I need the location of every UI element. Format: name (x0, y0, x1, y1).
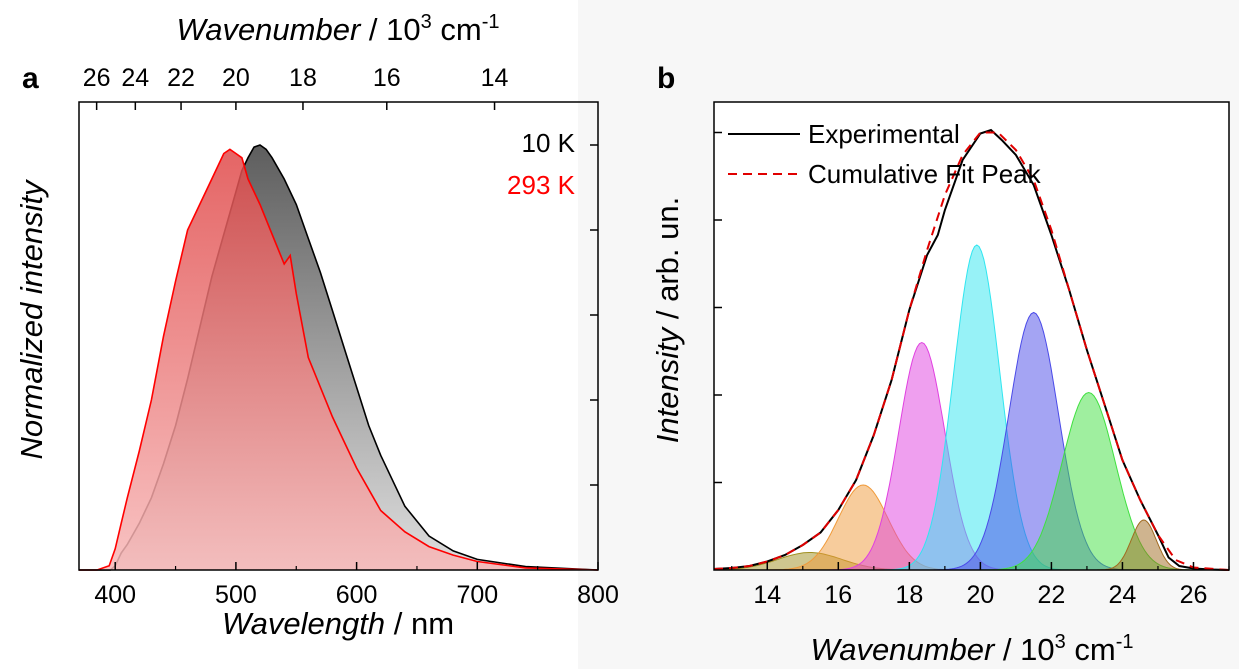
gaussian-peak-7 (1094, 519, 1194, 571)
cumulative-fit-line (713, 131, 1230, 571)
panel-a-top-xlabel-sup: 3 (421, 11, 432, 33)
panel-a-xtick-label: 800 (577, 581, 619, 609)
panel-b-xtick-label: 16 (824, 581, 852, 609)
panel-b-ylabel-italic: Intensity (650, 325, 685, 443)
panel-a-xlabel: Wavelength / nm (222, 606, 454, 641)
panel-a-xlabel-rest: / nm (385, 606, 454, 641)
panel-a-xtick-label: 700 (456, 581, 498, 609)
panel-a-ticks: 400 500 600 700 800 (94, 562, 619, 609)
panel-b-xtick-label: 24 (1109, 581, 1137, 609)
panel-a-top-tick-label: 26 (83, 64, 111, 92)
panel-a-top-xlabel-sup2: -1 (482, 11, 500, 33)
legend-10k: 10 K (522, 128, 576, 158)
panel-b-xtick-label: 14 (753, 581, 781, 609)
panel-b-label: b (657, 62, 675, 95)
panel-a-plot: 400 500 600 700 800 26 24 22 20 18 16 14 (78, 64, 619, 609)
panel-b-xlabel-sup2: -1 (1116, 631, 1134, 653)
panel-a-label: a (22, 62, 39, 95)
panel-a-ylabel: Normalized intensity (14, 178, 49, 460)
panel-b-ylabel-rest: / arb. un. (650, 197, 685, 328)
panel-a-top-xlabel-rest: / 10 (360, 12, 420, 47)
panel-b-xtick-label: 22 (1038, 581, 1066, 609)
panel-b-xlabel-italic: Wavenumber (811, 632, 996, 667)
panel-a-top-tick-label: 14 (481, 64, 509, 92)
panel-b-gaussian-peaks (713, 244, 1196, 571)
panel-a-top-xlabel: Wavenumber / 103 cm-1 (177, 11, 500, 47)
legend-293k: 293 K (507, 170, 576, 200)
panel-b-frame (713, 101, 1230, 571)
panel-b-xtick-label: 26 (1180, 581, 1208, 609)
panel-a-area-293k (79, 149, 598, 571)
panel-b-legend: Experimental Cumulative Fit Peak (728, 119, 1042, 189)
panel-b-xlabel-rest: / 10 (994, 632, 1054, 667)
panel-a-xtick-label: 400 (94, 581, 136, 609)
panel-b-xtick-label: 20 (966, 581, 994, 609)
panel-a-xlabel-italic: Wavelength (222, 606, 385, 641)
panel-a-ylabel-text: Normalized intensity (14, 178, 49, 460)
panel-a-top-tick-label: 24 (121, 64, 149, 92)
panel-a-top-ticks: 26 24 22 20 18 16 14 (83, 64, 509, 110)
panel-a-top-tick-label: 22 (167, 64, 195, 92)
panel-b-xlabel: Wavenumber / 103 cm-1 (811, 631, 1134, 667)
panel-a-top-xlabel-italic: Wavenumber (177, 12, 362, 47)
panel-b-series-group (713, 128, 1230, 571)
panel-b-xtick-label: 18 (895, 581, 923, 609)
panel-a-yticks (590, 144, 598, 486)
legend-experimental: Experimental (808, 119, 960, 149)
panel-a-top-tick-label: 18 (289, 64, 317, 92)
panel-a-top-xlabel-rest2: cm (432, 12, 482, 47)
panel-a-top-tick-label: 16 (373, 64, 401, 92)
panel-b-ticks: 14 16 18 20 22 24 26 (731, 562, 1230, 609)
panel-a-top-tick-label: 20 (222, 64, 250, 92)
panel-b-plot: 14 16 18 20 22 24 26 (713, 101, 1230, 609)
panel-b-xlabel-rest2: cm (1066, 632, 1116, 667)
legend-fit: Cumulative Fit Peak (808, 159, 1042, 189)
panel-b-ylabel: Intensity / arb. un. (650, 197, 685, 443)
panel-a-xtick-label: 600 (336, 581, 378, 609)
panel-b-xlabel-sup: 3 (1055, 631, 1066, 653)
panel-a-series-group (79, 144, 599, 571)
panel-a-frame (78, 101, 599, 571)
panel-a-line-293k (79, 148, 599, 571)
panel-a-xtick-label: 500 (215, 581, 257, 609)
panel-b-yticks (714, 131, 722, 484)
